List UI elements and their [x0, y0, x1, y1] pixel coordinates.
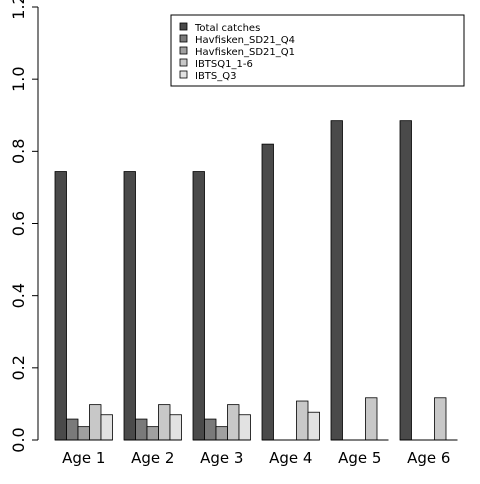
- legend-box: [170, 14, 465, 87]
- bar-4-3: [227, 404, 240, 441]
- legend-swatch: [179, 22, 188, 31]
- y-tick-label: 0.6: [9, 211, 28, 236]
- bar-2-3: [204, 418, 217, 441]
- legend-swatch: [179, 46, 188, 55]
- bar-4-2: [158, 404, 171, 441]
- legend-label: Total catches: [194, 23, 260, 34]
- x-category-label: Age 3: [200, 449, 243, 467]
- bar-3-1: [77, 426, 90, 441]
- bar-1-5: [330, 120, 343, 441]
- y-tick-label: 0.2: [9, 355, 28, 380]
- x-category-label: Age 4: [269, 449, 312, 467]
- y-axis: 0.0 0.2 0.4 0.6 0.8 1.0 1.2: [9, 0, 39, 453]
- x-category-label: Age 6: [407, 449, 450, 467]
- legend-label: IBTS_Q3: [195, 71, 237, 82]
- bar-1-3: [192, 171, 205, 441]
- bar-2-1: [66, 418, 79, 441]
- bar-5-3: [238, 414, 251, 441]
- bar-1-2: [123, 171, 136, 441]
- x-category-label: Age 5: [338, 449, 381, 467]
- x-category-label: Age 2: [131, 449, 174, 467]
- bars-group: [54, 120, 458, 441]
- bar-4-6: [434, 397, 447, 441]
- bar-4-4: [296, 400, 309, 441]
- legend-label: Havfisken_SD21_Q4: [195, 35, 295, 46]
- y-tick-label: 1.0: [9, 66, 28, 91]
- bar-1-1: [54, 171, 67, 441]
- bar-3-2: [146, 426, 159, 441]
- y-tick-label: 0.4: [9, 283, 28, 308]
- bar-4-5: [365, 397, 378, 441]
- bar-5-2: [169, 414, 182, 441]
- y-tick-label: 0.0: [9, 427, 28, 452]
- bar-1-4: [261, 143, 274, 441]
- bar-4-1: [89, 404, 102, 441]
- legend-label: Havfisken_SD21_Q1: [195, 47, 295, 58]
- legend-swatch: [179, 34, 188, 43]
- bar-3-3: [215, 426, 228, 441]
- x-category-label: Age 1: [62, 449, 105, 467]
- bar-1-6: [399, 120, 412, 441]
- y-tick-label: 1.2: [9, 0, 28, 20]
- legend-swatch: [179, 70, 188, 79]
- bar-2-2: [135, 418, 148, 441]
- x-axis: Age 1 Age 2 Age 3 Age 4 Age 5 Age 6: [62, 449, 450, 467]
- legend: Total catchesHavfisken_SD21_Q4Havfisken_…: [170, 14, 465, 87]
- legend-swatch: [179, 58, 188, 67]
- bar-5-4: [307, 411, 320, 441]
- y-tick-label: 0.8: [9, 139, 28, 164]
- bar-5-1: [100, 414, 113, 441]
- legend-label: IBTSQ1_1-6: [195, 59, 253, 70]
